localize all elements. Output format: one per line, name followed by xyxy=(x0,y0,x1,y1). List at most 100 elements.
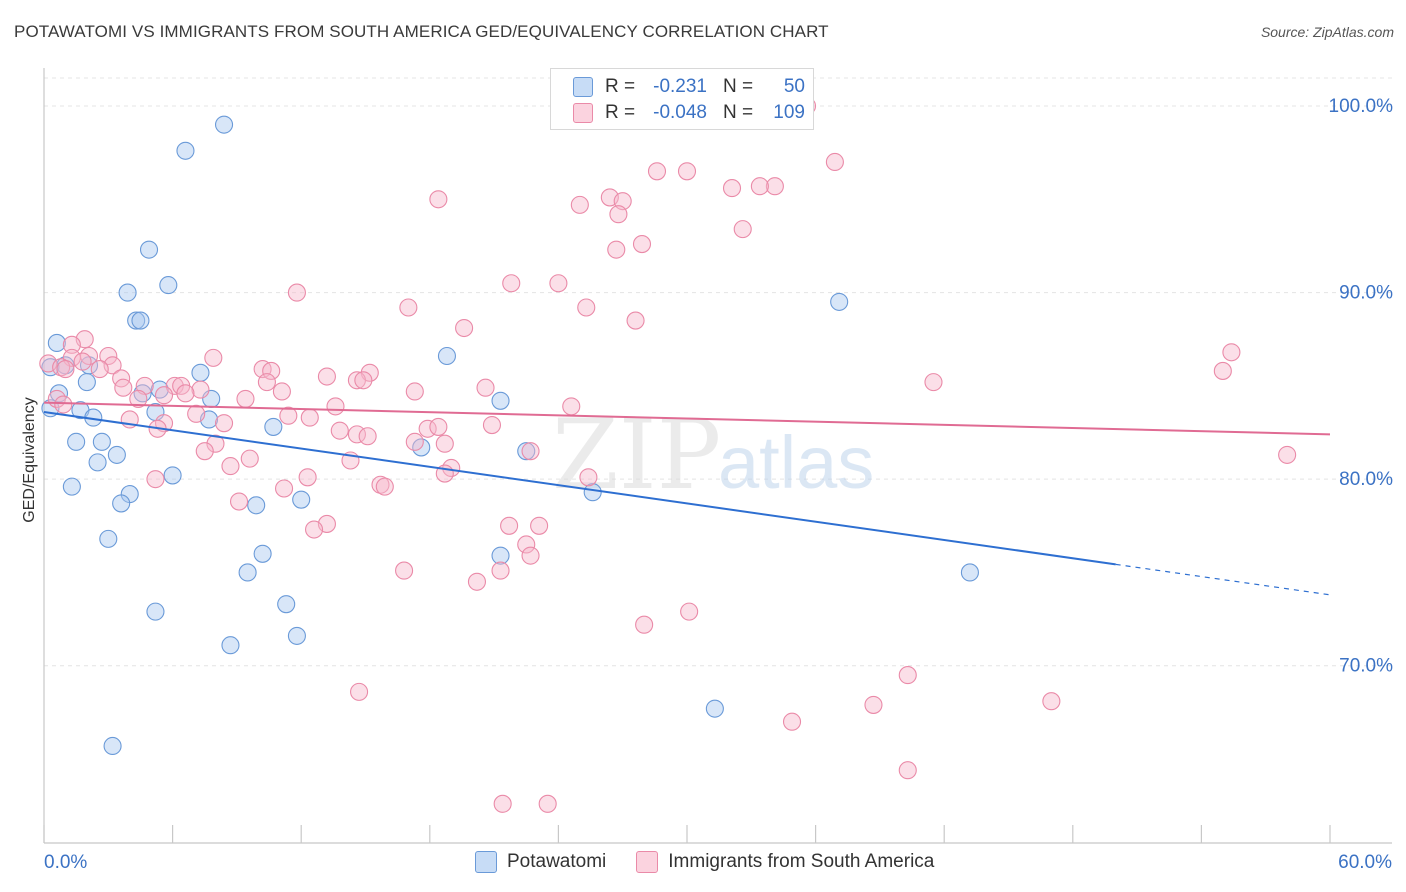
data-point xyxy=(300,408,319,427)
y-axis-label: GED/Equivalency xyxy=(21,397,38,523)
data-point xyxy=(538,794,557,813)
data-point xyxy=(437,346,456,366)
data-point xyxy=(214,115,234,134)
data-point xyxy=(330,421,349,440)
y-tick-label: 80.0% xyxy=(1339,469,1393,490)
data-point xyxy=(114,378,133,397)
data-point xyxy=(88,453,107,472)
y-tick-labels: 70.0% 80.0% 90.0% 100.0% xyxy=(1329,96,1394,677)
data-point xyxy=(127,311,146,330)
data-point xyxy=(135,376,154,395)
legend-swatch-blue xyxy=(573,77,593,97)
data-point xyxy=(247,496,266,515)
data-point xyxy=(347,371,366,390)
data-point xyxy=(139,240,159,259)
data-point xyxy=(298,468,317,487)
series-potawatomi xyxy=(41,115,979,756)
data-point xyxy=(191,380,210,399)
data-point xyxy=(1213,361,1232,380)
data-point xyxy=(429,190,448,209)
data-point xyxy=(482,415,502,435)
data-point xyxy=(924,373,943,392)
legend-n-label: N = xyxy=(723,76,754,97)
bottom-legend: Potawatomi Immigrants from South America xyxy=(475,851,964,873)
data-point xyxy=(677,162,697,181)
data-point xyxy=(214,414,234,433)
data-point xyxy=(163,466,182,485)
data-point xyxy=(375,477,394,496)
data-point xyxy=(206,434,225,453)
data-point xyxy=(864,695,883,714)
data-point xyxy=(647,162,667,181)
data-point xyxy=(898,761,917,780)
legend-n-value: 109 xyxy=(773,102,805,123)
legend-n-label: N = xyxy=(723,102,754,123)
data-point xyxy=(229,492,249,511)
data-point xyxy=(103,736,122,756)
data-point xyxy=(493,794,512,813)
data-point xyxy=(62,477,81,496)
data-point xyxy=(77,373,96,392)
data-point xyxy=(405,432,424,451)
data-point xyxy=(277,595,296,614)
data-point xyxy=(191,363,210,382)
data-point xyxy=(765,177,784,196)
data-point xyxy=(455,318,474,338)
data-point xyxy=(238,563,257,582)
data-point xyxy=(90,360,109,379)
data-point xyxy=(240,449,259,468)
data-point xyxy=(292,490,311,509)
data-point xyxy=(62,335,81,354)
data-point xyxy=(395,561,414,580)
data-point xyxy=(279,406,298,425)
legend-r-label: R = xyxy=(605,102,636,123)
data-point xyxy=(429,417,448,436)
data-point xyxy=(530,516,549,535)
data-point xyxy=(317,367,336,386)
chart-title: POTAWATOMI VS IMMIGRANTS FROM SOUTH AMER… xyxy=(14,22,829,41)
data-point xyxy=(176,141,195,160)
trend-line-immigrants xyxy=(43,401,1331,436)
data-point xyxy=(579,468,598,487)
data-point xyxy=(405,382,424,401)
data-point xyxy=(680,602,699,621)
data-point xyxy=(609,205,628,224)
data-point xyxy=(257,373,276,392)
bottom-legend-label: Potawatomi xyxy=(507,851,607,872)
data-point xyxy=(305,520,324,539)
data-point xyxy=(898,666,917,685)
data-point xyxy=(491,391,510,410)
data-point xyxy=(56,360,75,379)
legend-row-immigrants: R = -0.048 N = 109 xyxy=(573,100,805,126)
data-point xyxy=(549,274,568,293)
legend-row-potawatomi: R = -0.231 N = 50 xyxy=(573,74,805,100)
data-point xyxy=(521,442,540,461)
data-point xyxy=(99,346,118,366)
data-point xyxy=(236,389,255,408)
data-point xyxy=(73,352,92,371)
data-point xyxy=(635,615,654,634)
data-point xyxy=(607,240,626,259)
y-tick-label: 100.0% xyxy=(1329,96,1394,117)
data-point xyxy=(107,445,126,464)
data-point xyxy=(517,442,536,461)
bottom-legend-immigrants: Immigrants from South America xyxy=(636,851,934,873)
data-point xyxy=(399,298,418,317)
data-point xyxy=(733,220,752,239)
data-point xyxy=(264,417,283,436)
data-point xyxy=(782,712,802,731)
data-point xyxy=(476,378,495,397)
data-point xyxy=(99,529,118,548)
legend-swatch-pink xyxy=(573,103,593,123)
data-point xyxy=(92,432,111,451)
data-point xyxy=(253,544,272,563)
data-point xyxy=(960,563,979,582)
data-point xyxy=(570,195,589,214)
data-point xyxy=(1222,343,1241,362)
data-point xyxy=(521,546,540,565)
y-tick-label: 90.0% xyxy=(1339,283,1393,304)
data-point xyxy=(118,283,137,302)
data-point xyxy=(112,494,131,513)
data-point xyxy=(491,546,510,565)
